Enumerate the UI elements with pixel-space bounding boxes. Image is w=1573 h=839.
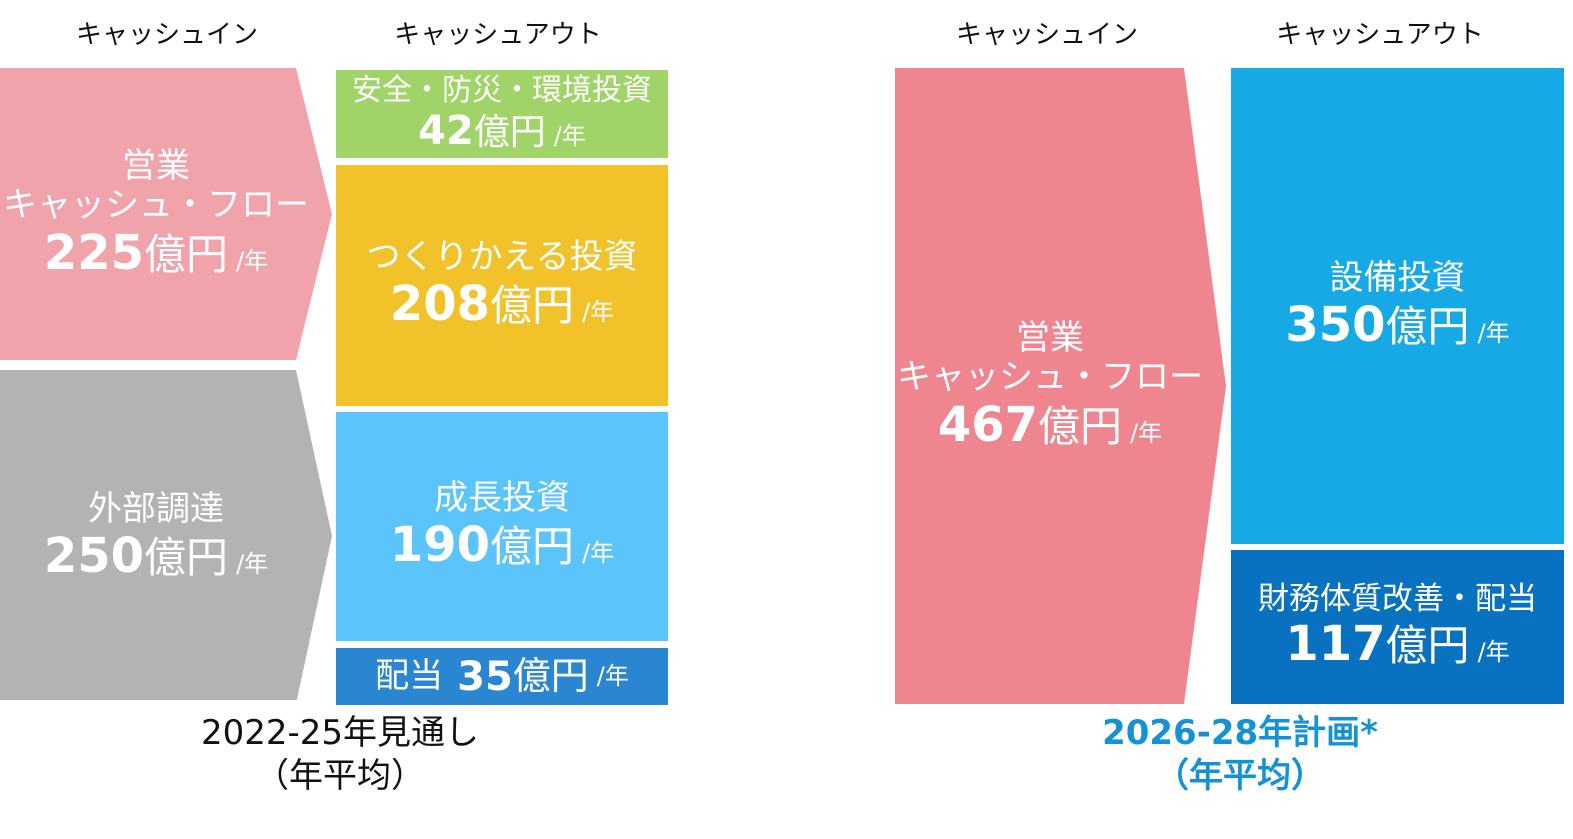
right-header-cash-in: キャッシュイン [955,20,1138,50]
growth-investment-label: 成長投資 [434,478,570,519]
out-growth-investment: 成長投資 190億円/年 [336,412,668,641]
operating-cf-arrow-shape [0,68,332,360]
amount-per: /年 [553,122,586,151]
amount-per: /年 [582,539,615,568]
dividend-label: 配当 [375,655,444,696]
safety-investment-label: 安全・防災・環境投資 [352,72,652,108]
amount-per: /年 [236,246,269,275]
financial-dividend-amount: 117億円/年 [1285,617,1509,672]
amount-per: /年 [1130,418,1163,447]
operating-cf-label-2: キャッシュ・フロー [897,357,1203,398]
left-external-funding: 外部調達 250億円/年 [0,370,312,704]
left-cash-in-arrows [0,68,332,700]
left-operating-cf: 営業 キャッシュ・フロー 225億円/年 [0,68,312,360]
right-caption-line1: 2026-28年計画* [1102,713,1378,753]
amount-value: 250 [43,527,145,584]
out-rebuild-investment: つくりかえる投資 208億円/年 [336,165,668,406]
amount-unit: 億円 [1038,401,1123,451]
amount-value: 35 [457,653,513,700]
amount-per: /年 [1477,318,1510,347]
operating-cf-label-2: キャッシュ・フロー [3,185,309,226]
growth-investment-amount: 190億円/年 [390,518,614,573]
capex-amount: 350億円/年 [1285,296,1510,353]
amount-value: 42 [418,108,474,155]
rebuild-investment-label: つくりかえる投資 [366,237,638,278]
amount-value: 208 [389,276,491,333]
amount-value: 225 [43,224,145,281]
safety-investment-amount: 42億円/年 [418,108,586,154]
operating-cf-label-1: 営業 [1016,318,1084,359]
left-caption: 2022-25年見通し （年平均） [140,712,540,797]
operating-cf-amount: 225億円/年 [43,224,269,281]
operating-cf-amount: 467億円/年 [937,396,1163,453]
right-cash-in-arrow [895,68,1226,704]
right-caption-line2: （年平均） [1155,755,1325,796]
amount-unit: 億円 [1385,621,1470,671]
right-header-cash-out: キャッシュアウト [1276,20,1484,50]
amount-unit: 億円 [144,229,229,279]
amount-per: /年 [236,549,269,578]
operating-cf-arrow-shape [895,68,1226,704]
amount-per: /年 [1477,638,1510,667]
amount-unit: 億円 [512,653,589,698]
external-funding-label: 外部調達 [88,488,224,529]
amount-unit: 億円 [1385,301,1470,351]
amount-value: 350 [1285,296,1386,353]
external-funding-amount: 250億円/年 [43,527,269,584]
out-safety-investment: 安全・防災・環境投資 42億円/年 [336,70,668,158]
left-header-cash-out: キャッシュアウト [394,20,602,50]
amount-unit: 億円 [490,522,575,572]
left-caption-line2: （年平均） [255,755,425,796]
out-capex: 設備投資 350億円/年 [1231,68,1564,544]
amount-unit: 億円 [144,532,229,582]
left-caption-line1: 2022-25年見通し [200,713,480,753]
left-header-cash-in: キャッシュイン [75,20,258,50]
amount-value: 190 [389,517,491,574]
out-dividend: 配当 35 億円/年 [336,648,668,705]
amount-unit: 億円 [490,281,575,331]
right-caption: 2026-28年計画* （年平均） [1030,712,1450,797]
amount-per: /年 [596,661,629,690]
amount-value: 117 [1285,616,1386,673]
external-funding-arrow-shape [0,370,332,700]
right-operating-cf: 営業 キャッシュ・フロー 467億円/年 [895,68,1205,704]
rebuild-investment-amount: 208億円/年 [390,277,614,332]
amount-unit: 億円 [473,112,546,154]
amount-value: 467 [937,396,1039,453]
amount-per: /年 [582,298,615,327]
out-financial-dividend: 財務体質改善・配当 117億円/年 [1231,550,1564,704]
operating-cf-label-1: 営業 [122,146,190,187]
financial-dividend-label: 財務体質改善・配当 [1258,580,1537,617]
capex-label: 設備投資 [1329,257,1466,298]
